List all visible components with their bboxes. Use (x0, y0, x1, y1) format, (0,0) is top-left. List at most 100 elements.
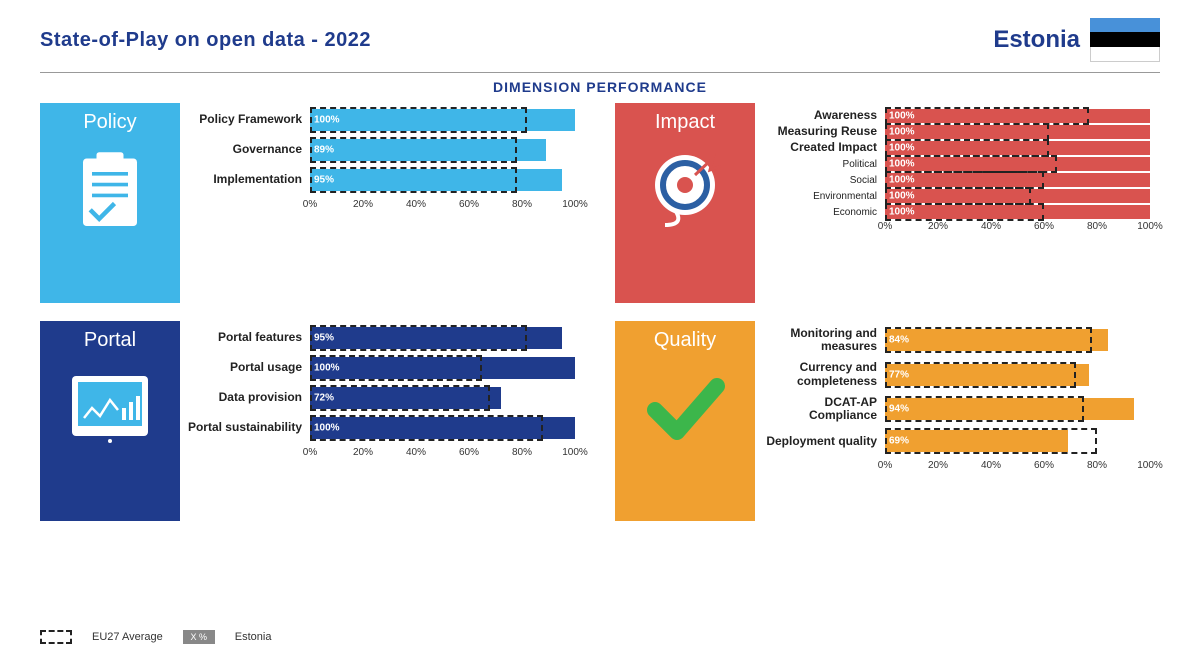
bar-label: Portal features (180, 331, 310, 344)
axis-tick: 20% (928, 460, 948, 471)
bar-value: 100% (889, 175, 915, 186)
legend-country-label: Estonia (235, 631, 272, 643)
axis-tick: 80% (1087, 460, 1107, 471)
bar-label: DCAT-AP Compliance (755, 396, 885, 422)
bar-track: 94% (885, 398, 1150, 420)
bar-label: Political (755, 159, 885, 170)
bar-value: 100% (889, 191, 915, 202)
bar-label: Portal usage (180, 361, 310, 374)
bar-track: 100% (885, 125, 1150, 139)
bar-fill (885, 157, 1150, 171)
bar-label: Currency and completeness (755, 361, 885, 387)
axis-tick: 0% (878, 221, 892, 232)
chart-area: Portal features95%Portal usage100%Data p… (180, 321, 585, 521)
bar-fill (310, 109, 575, 131)
axis-tick: 100% (562, 447, 588, 458)
bar-row: Created Impact 100% (755, 141, 1150, 155)
bar-fill (885, 125, 1150, 139)
bar-track: 100% (310, 109, 575, 131)
country-name: Estonia (993, 26, 1080, 54)
bar-track: 100% (885, 205, 1150, 219)
bar-fill (310, 139, 546, 161)
quadrant-grid: PolicyPolicy Framework100%Governance89%I… (0, 103, 1200, 521)
bar-row: Governance89% (180, 139, 575, 161)
bar-track: 84% (885, 329, 1150, 351)
bar-track: 100% (885, 157, 1150, 171)
bar-value: 100% (889, 127, 915, 138)
bar-track: 95% (310, 327, 575, 349)
bar-fill (885, 109, 1150, 123)
x-axis: 0%20%40%60%80%100% (885, 460, 1150, 474)
bar-row: Policy Framework100% (180, 109, 575, 131)
divider (40, 72, 1160, 73)
bar-value: 95% (314, 175, 334, 186)
legend-avg-label: EU27 Average (92, 631, 163, 643)
bar-fill (310, 169, 562, 191)
bar-label: Created Impact (755, 141, 885, 154)
bar-row: Deployment quality 69% (755, 430, 1150, 452)
bar-row: Economic100% (755, 205, 1150, 219)
bar-track: 77% (885, 364, 1150, 386)
bar-value: 89% (314, 145, 334, 156)
target-icon (635, 140, 735, 240)
bar-row: Monitoring and measures84% (755, 327, 1150, 353)
country-block: Estonia (993, 18, 1160, 62)
bar-value: 100% (889, 111, 915, 122)
chart-area: Policy Framework100%Governance89%Impleme… (180, 103, 585, 303)
x-axis: 0%20%40%60%80%100% (310, 447, 575, 461)
quadrant-iconbox: Policy (40, 103, 180, 303)
bar-value: 72% (314, 393, 334, 404)
bar-fill (885, 205, 1150, 219)
bar-track: 95% (310, 169, 575, 191)
tablet-icon (60, 358, 160, 458)
quadrant-title: Policy (83, 111, 136, 134)
axis-tick: 20% (353, 447, 373, 458)
bar-label: Awareness (755, 109, 885, 122)
bar-value: 77% (889, 369, 909, 380)
axis-tick: 60% (1034, 221, 1054, 232)
bar-fill (885, 189, 1150, 203)
axis-tick: 80% (512, 199, 532, 210)
bar-track: 100% (310, 417, 575, 439)
bar-track: 100% (310, 357, 575, 379)
bar-fill (885, 364, 1089, 386)
bar-value: 95% (314, 333, 334, 344)
bar-value: 100% (314, 423, 340, 434)
bar-label: Measuring Reuse (755, 125, 885, 138)
bar-track: 100% (885, 173, 1150, 187)
quadrant-iconbox: Portal (40, 321, 180, 521)
bar-row: Portal usage 100% (180, 357, 575, 379)
page-title: State-of-Play on open data - 2022 (40, 29, 371, 52)
bar-track: 100% (885, 189, 1150, 203)
bar-label: Policy Framework (180, 113, 310, 126)
bar-row: Portal sustainability100% (180, 417, 575, 439)
quadrant-iconbox: Impact (615, 103, 755, 303)
quadrant-title: Impact (655, 111, 715, 134)
bar-row: Measuring Reuse 100% (755, 125, 1150, 139)
axis-tick: 80% (512, 447, 532, 458)
quadrant-iconbox: Quality (615, 321, 755, 521)
flag-icon (1090, 18, 1160, 62)
bar-value: 69% (889, 436, 909, 447)
chart-area: Awareness100%Measuring Reuse100%Created … (755, 103, 1160, 303)
bar-track: 69% (885, 430, 1150, 452)
bar-fill (885, 173, 1150, 187)
x-axis: 0%20%40%60%80%100% (885, 221, 1150, 235)
bar-label: Deployment quality (755, 435, 885, 448)
axis-tick: 40% (406, 199, 426, 210)
axis-tick: 0% (303, 199, 317, 210)
bar-row: Social100% (755, 173, 1150, 187)
bar-track: 100% (885, 141, 1150, 155)
bar-track: 72% (310, 387, 575, 409)
axis-tick: 40% (406, 447, 426, 458)
axis-tick: 20% (353, 199, 373, 210)
section-title: DIMENSION PERFORMANCE (0, 79, 1200, 95)
quadrant-title: Portal (84, 329, 136, 352)
quadrant-policy: PolicyPolicy Framework100%Governance89%I… (40, 103, 585, 303)
quadrant-quality: QualityMonitoring and measures84%Currenc… (615, 321, 1160, 521)
bar-value: 100% (314, 363, 340, 374)
bar-value: 100% (889, 143, 915, 154)
axis-tick: 0% (878, 460, 892, 471)
bar-label: Monitoring and measures (755, 327, 885, 353)
legend: EU27 Average X % Estonia (40, 630, 271, 644)
